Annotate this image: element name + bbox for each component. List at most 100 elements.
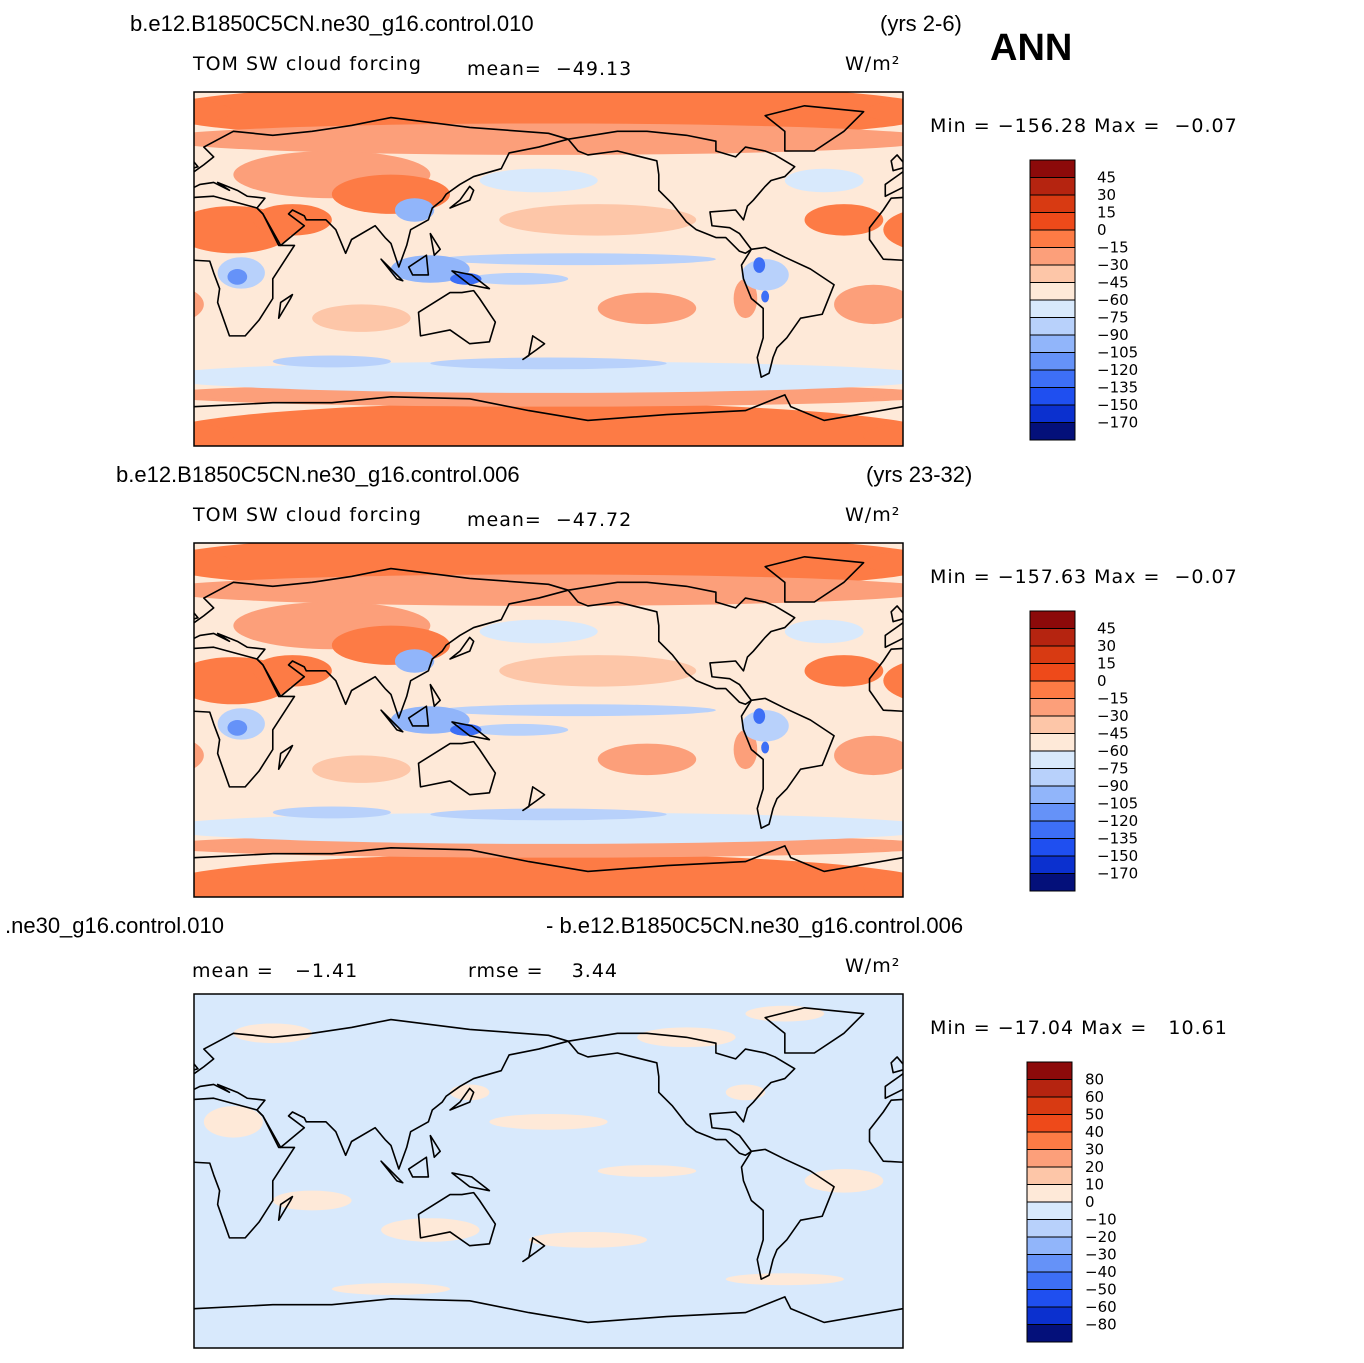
field-contour [44,708,56,724]
colorbar-box [1026,1184,1073,1203]
field-contour [863,421,903,446]
coastline [1118,1157,1138,1177]
season-label: ANN [990,27,1072,69]
coastline [194,1097,296,1239]
coastline [740,697,835,829]
field-contour [76,620,155,644]
colorbar-box [1026,1114,1073,1133]
field-contour [499,204,697,236]
coastline [380,258,404,282]
coastline [1159,637,1183,659]
coastline [567,130,796,255]
field-contour [863,98,903,125]
field-contour [430,357,667,370]
field-contour [1139,358,1364,370]
colorbar-label: −150 [1097,847,1138,865]
colorbar-box [1029,264,1076,283]
field-contour [1307,744,1364,775]
years-label: (yrs 2-6) [880,11,962,36]
colorbar-label: −60 [1097,291,1129,309]
coastline [764,1006,865,1054]
units: W/m² [845,53,900,75]
colorbar-box [1029,282,1076,301]
colorbar-label: 15 [1097,655,1116,673]
field-contour [233,1023,313,1044]
field-contour [761,741,770,754]
units: W/m² [845,955,900,977]
field-contour [194,402,903,446]
field-contour [33,710,80,741]
coastline [1232,336,1254,360]
field-contour [390,255,470,283]
colorbar-box [1029,768,1076,787]
colorbar-box [1029,177,1076,196]
colorbar-label: −120 [1097,361,1138,379]
field-contour [1159,273,1191,285]
field-contour [227,720,248,736]
field-contour [1238,1232,1356,1248]
field-contour [489,1113,608,1130]
coastline [1161,1173,1198,1191]
field-contour [312,304,411,332]
coastline [1139,234,1149,256]
field-contour [0,704,7,716]
colorbar-box [1026,1096,1073,1115]
field-contour [1189,620,1307,644]
coastline [380,709,404,733]
colorbar-label: −10 [1085,1211,1117,1229]
case-name: - b.e12.B1850C5CN.ne30_g16.control.006 [546,913,963,938]
field-contour [194,821,234,836]
colorbar-box [1026,1324,1073,1343]
field-contour [96,655,175,686]
field-contour [194,389,234,401]
coastline [449,185,475,209]
colorbar-box [1026,1289,1073,1308]
stat: mean= −47.72 [467,509,632,531]
colorbar-box [1029,628,1076,647]
coastline [1128,742,1205,795]
colorbar-label: 60 [1085,1088,1104,1106]
colorbar-label: −60 [1085,1298,1117,1316]
colorbar-label: −60 [1097,742,1129,760]
colorbar-box [1029,838,1076,857]
field-contour [1346,1027,1364,1047]
field-contour [194,853,903,897]
field-contour [1198,1114,1316,1130]
coastline [449,1087,475,1111]
field-contour [227,269,248,285]
field-contour [883,663,903,699]
field-contour [499,655,697,687]
field-contour [753,257,766,273]
map [0,543,1364,897]
field-contour [469,723,569,736]
colorbar-box [1026,1131,1073,1150]
field-contour [784,619,864,644]
field-contour [1149,704,1364,716]
field-contour [96,204,175,235]
colorbar-label: −30 [1085,1246,1117,1264]
colorbar-label: −75 [1097,309,1129,327]
field-contour [725,1084,766,1101]
colorbar-label: 80 [1085,1071,1104,1089]
field-contour [863,840,903,852]
field-contour [733,278,758,319]
field-contour [1307,1165,1364,1177]
colorbar-label: 40 [1085,1123,1104,1141]
field-contour [863,132,903,147]
field-contour [962,204,1041,235]
coastline [1159,1088,1183,1110]
years-label: (yrs 23-32) [866,462,972,487]
field-contour [390,706,470,734]
colorbar-box [1029,715,1076,734]
colorbar-label: −45 [1097,274,1129,292]
field-contour [394,198,435,222]
field-contour [863,389,903,401]
coastline [417,289,497,345]
field-contour [597,743,697,776]
coastline [764,104,865,152]
field-contour [25,279,49,318]
field-contour [1139,809,1364,821]
coastline [1128,291,1205,344]
field-contour [194,123,903,155]
coastline [740,246,835,378]
